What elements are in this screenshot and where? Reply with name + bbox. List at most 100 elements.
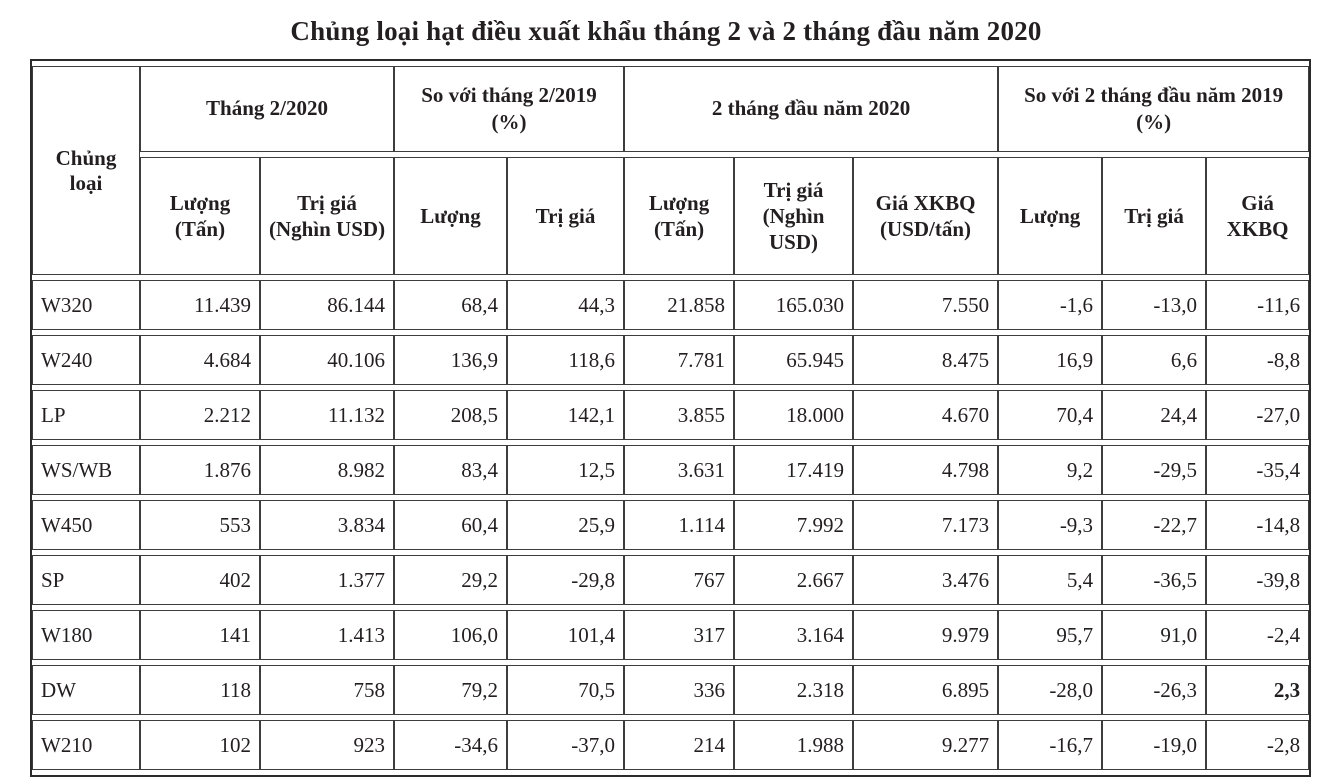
data-cell: 3.631	[624, 445, 735, 495]
data-cell: 12,5	[507, 445, 625, 495]
data-cell: 91,0	[1102, 610, 1207, 660]
group-header-3: So với 2 tháng đầu năm 2019 (%)	[998, 66, 1310, 152]
data-cell: 65.945	[734, 335, 854, 385]
data-cell: 1.413	[260, 610, 395, 660]
column-header-3: Trị giá	[507, 157, 625, 275]
data-cell: -35,4	[1206, 445, 1310, 495]
data-cell: -22,7	[1102, 500, 1207, 550]
export-table: Chủng loại Tháng 2/2020 So với tháng 2/201…	[30, 59, 1312, 777]
table-row-DW: DW 118 758 79,2 70,5 336 2.318 6.895 -28,0 -26,3 2…	[32, 665, 1310, 715]
data-cell: 4.684	[140, 335, 260, 385]
data-cell: 165.030	[734, 280, 854, 330]
data-cell: -39,8	[1206, 555, 1310, 605]
page-title: Chủng loại hạt điều xuất khẩu tháng 2 và…	[290, 16, 1042, 46]
data-cell: 3.834	[260, 500, 395, 550]
data-cell: 17.419	[734, 445, 854, 495]
data-cell: 29,2	[394, 555, 508, 605]
column-header-1: Trị giá (Nghìn USD)	[260, 157, 395, 275]
data-cell: 2.212	[140, 390, 260, 440]
data-cell: 11.132	[260, 390, 395, 440]
group-header-1: So với tháng 2/2019 (%)	[394, 66, 625, 152]
data-cell: 923	[260, 720, 395, 770]
table-row-WS/WB: WS/WB 1.876 8.982 83,4 12,5 3.631 17.419 4.798 9…	[32, 445, 1310, 495]
table-row-W240: W240 4.684 40.106 136,9 118,6 7.781 65.945 8.47…	[32, 335, 1310, 385]
data-cell: 6,6	[1102, 335, 1207, 385]
data-cell: 1.988	[734, 720, 854, 770]
data-cell: 758	[260, 665, 395, 715]
row-label: DW	[32, 665, 140, 715]
data-cell: -37,0	[507, 720, 625, 770]
data-cell: 68,4	[394, 280, 508, 330]
table-row-W210: W210 102 923 -34,6 -37,0 214 1.988 9.277 -16,7 -1…	[32, 720, 1310, 770]
data-cell: 21.858	[624, 280, 735, 330]
data-cell: 136,9	[394, 335, 508, 385]
data-cell: 25,9	[507, 500, 625, 550]
data-cell: 4.670	[853, 390, 999, 440]
table-row-W320: W320 11.439 86.144 68,4 44,3 21.858 165.030 7.5…	[32, 280, 1310, 330]
data-cell: 6.895	[853, 665, 999, 715]
column-header-7: Lượng	[998, 157, 1103, 275]
data-cell: 118	[140, 665, 260, 715]
column-header-5: Trị giá (Nghìn USD)	[734, 157, 854, 275]
data-cell: 553	[140, 500, 260, 550]
table-body: W320 11.439 86.144 68,4 44,3 21.858 165.030 7.5…	[32, 280, 1310, 770]
column-header-9: Giá XKBQ	[1206, 157, 1310, 275]
data-cell: 4.798	[853, 445, 999, 495]
data-cell: 24,4	[1102, 390, 1207, 440]
data-cell: 9.277	[853, 720, 999, 770]
data-cell: 44,3	[507, 280, 625, 330]
data-cell: 118,6	[507, 335, 625, 385]
data-cell: -9,3	[998, 500, 1103, 550]
data-cell: -2,4	[1206, 610, 1310, 660]
data-cell: 18.000	[734, 390, 854, 440]
data-cell: -19,0	[1102, 720, 1207, 770]
data-cell: -27,0	[1206, 390, 1310, 440]
row-label: W320	[32, 280, 140, 330]
data-cell: 336	[624, 665, 735, 715]
row-label: W210	[32, 720, 140, 770]
data-cell: 5,4	[998, 555, 1103, 605]
table-row-LP: LP 2.212 11.132 208,5 142,1 3.855 18.000 4.670 7…	[32, 390, 1310, 440]
data-cell: 40.106	[260, 335, 395, 385]
data-cell: 11.439	[140, 280, 260, 330]
data-cell: 86.144	[260, 280, 395, 330]
data-cell: 402	[140, 555, 260, 605]
data-cell: 142,1	[507, 390, 625, 440]
row-label: WS/WB	[32, 445, 140, 495]
data-cell: 3.164	[734, 610, 854, 660]
group-header-2: 2 tháng đầu năm 2020	[624, 66, 999, 152]
data-cell: 7.173	[853, 500, 999, 550]
column-header-0: Lượng (Tấn)	[140, 157, 260, 275]
data-cell: 9,2	[998, 445, 1103, 495]
data-cell: 106,0	[394, 610, 508, 660]
table-row-W450: W450 553 3.834 60,4 25,9 1.114 7.992 7.173 -9,3-…	[32, 500, 1310, 550]
data-cell: -36,5	[1102, 555, 1207, 605]
data-cell: 1.377	[260, 555, 395, 605]
data-cell: 9.979	[853, 610, 999, 660]
data-cell: 7.550	[853, 280, 999, 330]
row-label: LP	[32, 390, 140, 440]
data-cell: 141	[140, 610, 260, 660]
data-cell: 8.982	[260, 445, 395, 495]
data-cell: 60,4	[394, 500, 508, 550]
row-label: W180	[32, 610, 140, 660]
data-cell: -11,6	[1206, 280, 1310, 330]
data-cell: 95,7	[998, 610, 1103, 660]
data-cell: 79,2	[394, 665, 508, 715]
group-header-0: Tháng 2/2020	[140, 66, 395, 152]
data-cell: -14,8	[1206, 500, 1310, 550]
data-cell: 3.855	[624, 390, 735, 440]
column-header-8: Trị giá	[1102, 157, 1207, 275]
data-cell: 7.781	[624, 335, 735, 385]
corner-header: Chủng loại	[32, 66, 140, 275]
data-cell: -8,8	[1206, 335, 1310, 385]
table-row-SP: SP 402 1.377 29,2 -29,8 767 2.667 3.476 5,4 -36,5…	[32, 555, 1310, 605]
row-label: W450	[32, 500, 140, 550]
data-cell: 101,4	[507, 610, 625, 660]
data-cell: 16,9	[998, 335, 1103, 385]
data-cell: -28,0	[998, 665, 1103, 715]
data-cell: 83,4	[394, 445, 508, 495]
data-cell: -2,8	[1206, 720, 1310, 770]
column-header-2: Lượng	[394, 157, 508, 275]
data-cell: 2,3	[1206, 665, 1310, 715]
